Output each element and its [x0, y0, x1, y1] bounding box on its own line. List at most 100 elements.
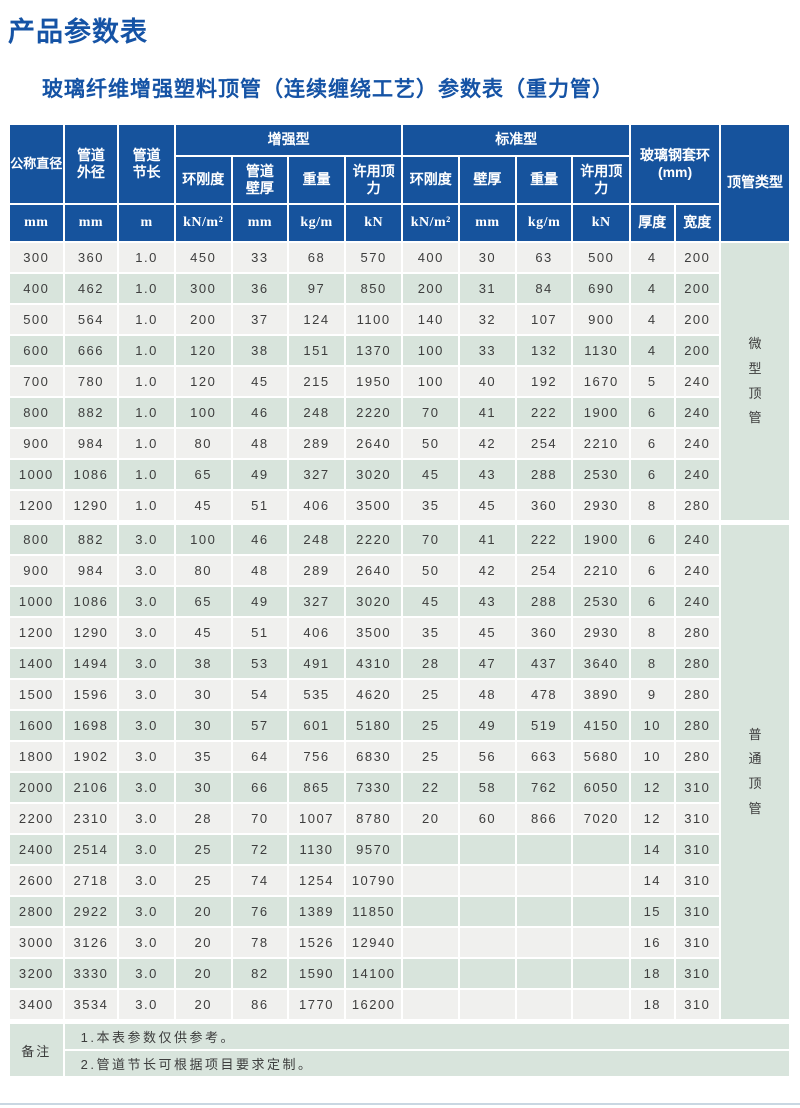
- notes-label: 备注: [10, 1024, 63, 1076]
- header-group-standard: 标准型: [403, 125, 630, 155]
- note-2: 2.管道节长可根据项目要求定制。: [64, 1051, 789, 1076]
- cell: 51: [232, 618, 288, 647]
- cell: 288: [516, 587, 572, 616]
- cell: 28: [403, 649, 459, 678]
- table-row: 500 564 1.0 200 37 124 1100 140 32 107 900 4 200: [10, 305, 789, 334]
- note-row: 备注 1.本表参数仅供参考。: [10, 1024, 789, 1076]
- table-row: 2000 2106 3.0 30 66 865 7330 22 58 762 6050 12 310: [10, 773, 789, 802]
- cell: 406: [289, 491, 344, 520]
- cell: 327: [289, 460, 344, 489]
- cell: 4: [631, 305, 674, 334]
- cell: 20: [175, 897, 231, 926]
- cell: 31: [460, 274, 515, 303]
- cell: 38: [232, 336, 288, 365]
- cell: 43: [460, 587, 515, 616]
- cell: 248: [289, 398, 344, 427]
- cell: 3126: [64, 928, 118, 957]
- cell: 3.0: [119, 928, 174, 957]
- unit-mm-s: mm: [460, 205, 515, 241]
- table-row: 2200 2310 3.0 28 70 1007 8780 20 60 866 7020 12 310: [10, 804, 789, 833]
- table-footer: 备注 1.本表参数仅供参考。 2.管道节长可根据项目要求定制。: [10, 1021, 789, 1076]
- cell: 45: [232, 367, 288, 396]
- cell: 3.0: [119, 959, 174, 988]
- parameter-table: 公称直径 管道 外径 管道 节长 增强型 标准型 玻璃钢套环 (mm) 顶管类型…: [8, 123, 791, 1078]
- cell: 3640: [573, 649, 630, 678]
- cell: 1.0: [119, 491, 174, 520]
- cell: 120: [175, 336, 231, 365]
- cell: 1500: [10, 680, 63, 709]
- cell: 200: [175, 305, 231, 334]
- cell: 1902: [64, 742, 118, 771]
- cell: 882: [64, 525, 118, 554]
- cell: 1400: [10, 649, 63, 678]
- cell: 2640: [345, 429, 402, 458]
- cell: 5: [631, 367, 674, 396]
- cell: 4310: [345, 649, 402, 678]
- cell: 6: [631, 429, 674, 458]
- cell: [516, 835, 572, 864]
- cell: [516, 959, 572, 988]
- cell: 2000: [10, 773, 63, 802]
- cell: 47: [460, 649, 515, 678]
- table-row: 600 666 1.0 120 38 151 1370 100 33 132 1130 4 200: [10, 336, 789, 365]
- unit-mm-2: mm: [64, 205, 118, 241]
- cell: 3534: [64, 990, 118, 1019]
- cell: 437: [516, 649, 572, 678]
- cell: 3.0: [119, 556, 174, 585]
- cell: 3.0: [119, 680, 174, 709]
- cell: 82: [232, 959, 288, 988]
- cell: [403, 897, 459, 926]
- cell: 310: [675, 990, 720, 1019]
- unit-knm2-s: kN/m²: [403, 205, 459, 241]
- header-weight-s: 重量: [516, 157, 572, 203]
- cell: 3.0: [119, 587, 174, 616]
- cell: 97: [289, 274, 344, 303]
- cell: 20: [175, 928, 231, 957]
- cell: 450: [175, 243, 231, 272]
- cell: 3890: [573, 680, 630, 709]
- cell: 360: [516, 491, 572, 520]
- cell: 289: [289, 429, 344, 458]
- cell: 30: [460, 243, 515, 272]
- cell: 1.0: [119, 274, 174, 303]
- cell: 2922: [64, 897, 118, 926]
- cell: 3500: [345, 618, 402, 647]
- cell: 1900: [573, 525, 630, 554]
- cell: 4: [631, 336, 674, 365]
- header-wall-thickness-r: 管道 壁厚: [232, 157, 288, 203]
- cell: 50: [403, 556, 459, 585]
- cell: 49: [460, 711, 515, 740]
- cell: 50: [403, 429, 459, 458]
- cell: 3.0: [119, 525, 174, 554]
- cell: 254: [516, 429, 572, 458]
- cell: 72: [232, 835, 288, 864]
- header-nominal-diameter: 公称直径: [10, 125, 63, 203]
- cell: 41: [460, 525, 515, 554]
- cell: 200: [675, 336, 720, 365]
- cell: 140: [403, 305, 459, 334]
- cell: 3.0: [119, 711, 174, 740]
- table-row: 1400 1494 3.0 38 53 491 4310 28 47 437 3640 8 280: [10, 649, 789, 678]
- cell: 1596: [64, 680, 118, 709]
- cell: [403, 928, 459, 957]
- cell: 25: [175, 835, 231, 864]
- cell: 6: [631, 587, 674, 616]
- cell: 1600: [10, 711, 63, 740]
- cell: 100: [175, 525, 231, 554]
- cell: 40: [460, 367, 515, 396]
- cell: 4620: [345, 680, 402, 709]
- cell: 1.0: [119, 336, 174, 365]
- cell: 2930: [573, 618, 630, 647]
- cell: 690: [573, 274, 630, 303]
- header-wall-thickness-s: 壁厚: [460, 157, 515, 203]
- cell: 76: [232, 897, 288, 926]
- cell: 900: [573, 305, 630, 334]
- table-row: 1500 1596 3.0 30 54 535 4620 25 48 478 3890 9 280: [10, 680, 789, 709]
- unit-kgm-s: kg/m: [516, 205, 572, 241]
- cell: 564: [64, 305, 118, 334]
- cell: 54: [232, 680, 288, 709]
- table-row: 1200 1290 3.0 45 51 406 3500 35 45 360 2930 8 280: [10, 618, 789, 647]
- cell: 8780: [345, 804, 402, 833]
- cell: 866: [516, 804, 572, 833]
- cell: 280: [675, 742, 720, 771]
